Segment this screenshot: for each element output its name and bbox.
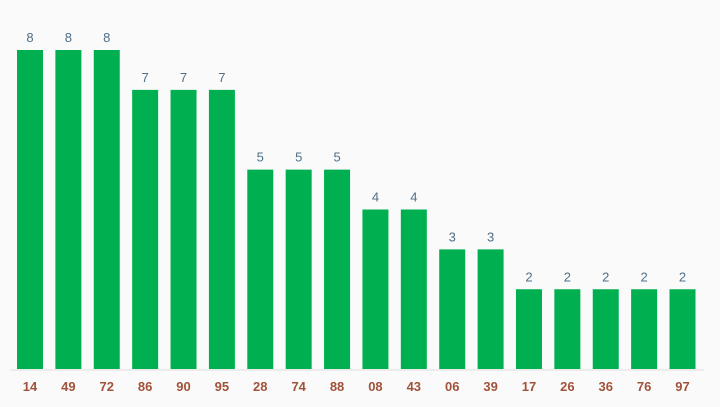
bar-86 — [132, 89, 159, 370]
data-labels-group: 8 8 8 7 7 7 5 5 5 4 4 3 3 2 2 2 2 2 — [26, 30, 686, 284]
data-label-72: 8 — [103, 30, 110, 45]
x-tick-label-72: 72 — [100, 379, 114, 394]
x-tick-label-43: 43 — [407, 379, 421, 394]
data-label-06: 3 — [449, 229, 456, 244]
data-label-14: 8 — [26, 30, 33, 45]
x-tick-label-88: 88 — [330, 379, 344, 394]
x-tick-label-97: 97 — [675, 379, 689, 394]
bar-95 — [208, 89, 235, 370]
bar-39 — [477, 249, 504, 370]
x-tick-label-08: 08 — [368, 379, 382, 394]
bar-72 — [93, 50, 120, 369]
x-tick-label-26: 26 — [560, 379, 574, 394]
data-label-39: 3 — [487, 229, 494, 244]
data-label-49: 8 — [65, 30, 72, 45]
data-label-95: 7 — [218, 70, 225, 85]
data-label-76: 2 — [641, 269, 648, 284]
data-label-36: 2 — [602, 269, 609, 284]
bar-76 — [631, 289, 658, 369]
bar-88 — [324, 169, 351, 370]
x-tick-label-39: 39 — [483, 379, 497, 394]
bar-36 — [592, 289, 619, 369]
bar-90 — [170, 89, 197, 370]
data-label-43: 4 — [410, 190, 417, 205]
x-tick-label-17: 17 — [522, 379, 536, 394]
x-tick-label-95: 95 — [215, 379, 229, 394]
x-tick-label-86: 86 — [138, 379, 152, 394]
data-label-26: 2 — [564, 269, 571, 284]
data-label-74: 5 — [295, 150, 302, 165]
bar-43 — [400, 209, 427, 369]
data-label-28: 5 — [257, 150, 264, 165]
bar-28 — [247, 169, 274, 370]
bar-49 — [55, 50, 82, 369]
bar-17 — [515, 289, 542, 369]
bar-14 — [17, 50, 43, 369]
data-label-17: 2 — [525, 269, 532, 284]
x-tick-label-28: 28 — [253, 379, 267, 394]
x-tick-label-06: 06 — [445, 379, 459, 394]
bar-74 — [285, 169, 312, 370]
bars-group — [17, 50, 696, 370]
x-tick-label-74: 74 — [291, 379, 306, 394]
x-tick-label-14: 14 — [23, 379, 38, 394]
x-tick-label-36: 36 — [599, 379, 613, 394]
data-label-97: 2 — [679, 269, 686, 284]
bar-26 — [554, 289, 581, 369]
bar-08 — [362, 209, 389, 369]
bar-06 — [439, 249, 466, 370]
data-label-88: 5 — [333, 150, 340, 165]
data-label-86: 7 — [142, 70, 149, 85]
x-tick-label-90: 90 — [176, 379, 190, 394]
data-label-08: 4 — [372, 190, 379, 205]
bar-97 — [669, 289, 696, 369]
data-label-90: 7 — [180, 70, 187, 85]
x-tick-labels-group: 14 49 72 86 90 95 28 74 88 08 43 06 39 17 26 36 76 97 — [23, 379, 690, 394]
x-tick-label-76: 76 — [637, 379, 651, 394]
x-tick-label-49: 49 — [61, 379, 75, 394]
